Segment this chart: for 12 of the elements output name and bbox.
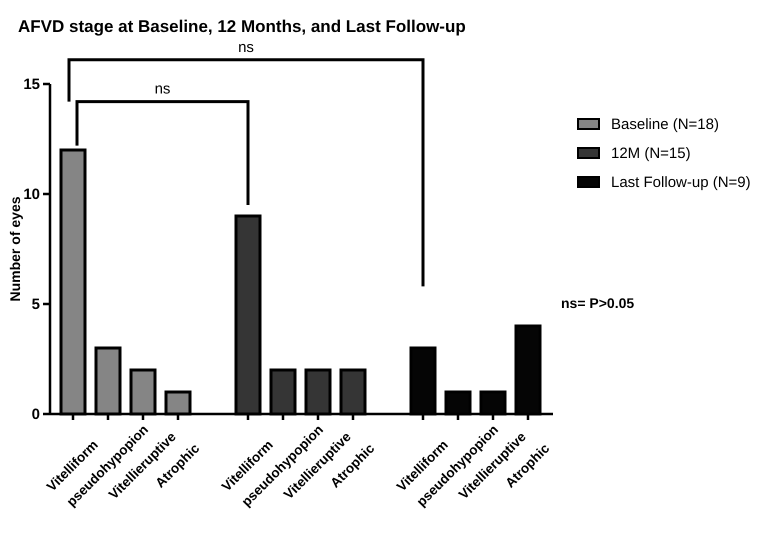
y-tick-label: 0 (32, 406, 40, 423)
text: ns= P>0.05 (561, 295, 634, 311)
annotation: ns (154, 80, 170, 98)
y-tick-label: 5 (32, 296, 40, 313)
chart-title: AFVD stage at Baseline, 12 Months, and Last Follow-up (18, 17, 466, 36)
y-axis-title: Number of eyes (7, 196, 23, 302)
legend-label: Baseline (N=18) (611, 116, 719, 133)
legend-label: 12M (N=15) (611, 145, 691, 162)
text: ns (238, 38, 254, 56)
y-tick-label: 10 (23, 186, 40, 203)
legend-label: Last Follow-up (N=9) (611, 174, 751, 191)
y-tick-label: 15 (23, 76, 40, 93)
